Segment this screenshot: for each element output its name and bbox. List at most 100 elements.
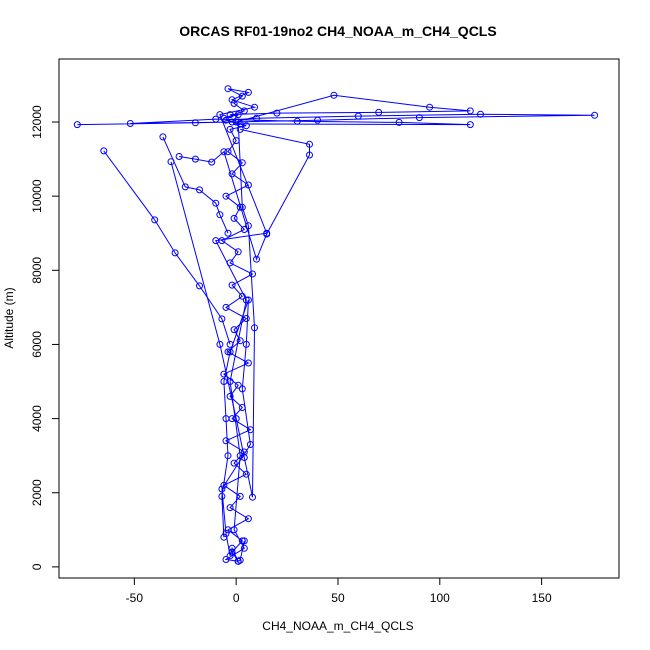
data-point <box>253 255 260 263</box>
data-point <box>226 392 234 400</box>
data-point <box>226 111 234 119</box>
data-point <box>330 91 338 99</box>
data-point <box>238 537 246 545</box>
data-point <box>236 556 244 564</box>
x-tick-label: 0 <box>233 591 240 605</box>
series-3 <box>100 147 234 348</box>
x-tick-label: 100 <box>430 591 450 605</box>
series-line <box>162 136 229 234</box>
data-point <box>222 437 230 445</box>
y-tick-label: 6000 <box>30 331 44 358</box>
data-point <box>220 533 228 541</box>
x-axis-label: CH4_NOAA_m_CH4_QCLS <box>262 619 413 633</box>
data-point <box>220 378 228 385</box>
data-point <box>224 229 232 237</box>
data-point <box>224 85 232 93</box>
data-point <box>226 259 234 267</box>
data-point <box>244 181 252 189</box>
data-point <box>251 103 258 111</box>
data-point <box>222 192 230 200</box>
data-point <box>175 153 183 160</box>
data-point <box>224 452 232 460</box>
data-point <box>218 485 226 493</box>
data-point <box>230 100 238 107</box>
data-point <box>375 108 383 116</box>
series-2 <box>73 91 599 129</box>
data-point <box>591 111 599 119</box>
chart-title: ORCAS RF01-19no2 CH4_NOAA_m_CH4_QCLS <box>179 23 496 39</box>
data-point <box>230 526 238 534</box>
y-tick-label: 10000 <box>30 179 44 213</box>
data-point <box>159 133 167 141</box>
data-point <box>126 120 134 127</box>
series-1 <box>212 85 271 565</box>
data-point <box>251 324 258 332</box>
data-point <box>181 183 189 191</box>
data-point <box>222 556 230 563</box>
data-point <box>212 199 220 207</box>
data-point <box>306 151 313 159</box>
data-point <box>191 155 199 163</box>
data-point <box>240 537 248 545</box>
data-point <box>253 114 260 122</box>
data-point <box>224 348 232 356</box>
x-tick-label: -50 <box>126 591 144 605</box>
series-7 <box>218 296 254 565</box>
data-point <box>226 552 234 560</box>
data-point <box>234 248 242 256</box>
data-point <box>236 337 244 345</box>
data-point <box>226 125 234 133</box>
data-point <box>220 148 228 156</box>
data-point <box>238 385 246 393</box>
data-point <box>293 117 301 125</box>
data-point <box>244 222 252 230</box>
data-point <box>244 515 252 523</box>
series-line <box>179 128 310 261</box>
y-axis: 0 2000 4000 6000 8000 10000 12000 <box>30 105 60 570</box>
data-point <box>466 107 474 115</box>
data-point <box>218 315 226 323</box>
data-point <box>100 147 108 155</box>
data-point <box>238 159 246 167</box>
data-point <box>246 441 254 448</box>
series-line <box>77 94 595 126</box>
data-point <box>426 103 434 111</box>
data-point <box>212 237 220 245</box>
data-point <box>216 111 224 119</box>
data-point <box>230 459 238 467</box>
data-point <box>273 109 281 117</box>
x-tick-label: 150 <box>532 591 552 605</box>
data-point <box>238 92 246 100</box>
data-point <box>228 96 236 104</box>
data-point <box>234 118 242 126</box>
data-point <box>242 340 250 348</box>
data-point <box>238 292 246 300</box>
data-point <box>212 115 220 123</box>
data-point <box>222 116 230 124</box>
data-point <box>242 315 250 322</box>
data-point <box>240 544 248 552</box>
plot-frame <box>58 58 620 579</box>
data-point <box>242 122 250 130</box>
data-point <box>191 119 199 127</box>
series-4 <box>159 133 232 237</box>
data-point <box>306 140 313 148</box>
series-line <box>215 88 268 562</box>
series-line <box>221 299 251 562</box>
y-tick-label: 4000 <box>30 405 44 432</box>
data-point <box>249 493 256 501</box>
data-point <box>218 492 226 500</box>
data-point <box>395 118 403 126</box>
data-point <box>242 470 250 478</box>
data-point <box>415 114 423 122</box>
x-tick-label: 50 <box>331 591 345 605</box>
data-point <box>314 116 322 124</box>
data-point <box>234 381 242 389</box>
data-point <box>196 186 203 194</box>
y-tick-label: 0 <box>30 563 44 570</box>
y-tick-label: 12000 <box>30 105 44 139</box>
data-point <box>222 303 230 311</box>
data-point <box>224 148 232 156</box>
data-point <box>236 125 244 133</box>
data-point <box>249 270 256 278</box>
